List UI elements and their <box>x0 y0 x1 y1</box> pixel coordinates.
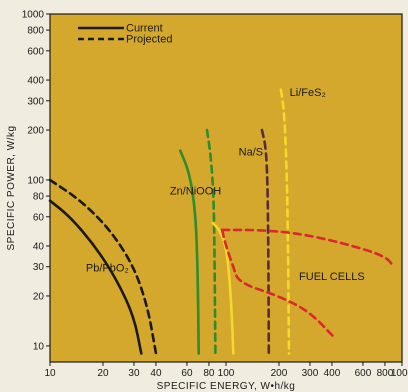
x-tick-label: 400 <box>324 368 341 379</box>
y-tick-label: 30 <box>33 262 45 273</box>
y-tick-label: 600 <box>27 46 44 57</box>
label-zn-niooh: Zn/NiOOH <box>170 185 221 197</box>
pb-pbo2-current-line <box>48 199 143 355</box>
y-tick-label: 400 <box>27 76 44 87</box>
label-fuel-cells: FUEL CELLS <box>299 271 365 283</box>
series-group: Pb/PbO₂ Zn/NiOOH Na/S Li/FeS₂ FUEL CELLS <box>48 87 396 355</box>
pb-pbo2-projected-line <box>48 178 158 355</box>
zn-niooh-variant-line <box>211 221 235 355</box>
x-tick-label: 20 <box>97 368 109 379</box>
x-tick-label: 600 <box>355 368 372 379</box>
x-tick-label: 1000 <box>391 368 408 379</box>
x-tick-label: 200 <box>271 368 288 379</box>
x-tick-label: 100 <box>218 368 235 379</box>
legend-label-projected: Projected <box>126 34 172 46</box>
li-fes2-projected-line <box>279 88 291 355</box>
na-s-projected-line <box>260 128 271 355</box>
x-tick-label: 300 <box>302 368 319 379</box>
fuel-cells-projected-line <box>220 228 337 341</box>
x-tick-label: 80 <box>203 368 215 379</box>
label-li-fes: Li/FeS₂ <box>290 87 326 99</box>
y-tick-label: 40 <box>33 242 45 253</box>
label-pb-pbo: Pb/PbO₂ <box>86 263 129 275</box>
y-tick-label: 80 <box>33 192 45 203</box>
y-tick-label: 100 <box>27 175 44 186</box>
legend-label-current: Current <box>126 23 163 35</box>
y-tick-label: 60 <box>33 212 45 223</box>
x-tick-label: 40 <box>150 368 162 379</box>
x-tick-label: 10 <box>44 368 56 379</box>
y-tick-label: 20 <box>33 291 45 302</box>
label-na-s: Na/S <box>239 147 263 159</box>
y-tick-label: 200 <box>27 126 44 137</box>
fuel-cells-projected-line <box>220 228 396 268</box>
y-tick-label: 1000 <box>22 10 45 21</box>
x-tick-label: 30 <box>128 368 140 379</box>
y-tick-label: 10 <box>33 341 45 352</box>
x-tick-label: 800 <box>377 368 394 379</box>
x-tick-label: 60 <box>181 368 193 379</box>
zn-niooh-projected-line <box>205 128 217 355</box>
zn-niooh-current-line <box>179 149 200 355</box>
x-axis-label: SPECIFIC ENERGY, W•h/kg <box>157 381 296 392</box>
y-tick-label: 300 <box>27 96 44 107</box>
y-axis-label: SPECIFIC POWER, W/kg <box>6 125 17 250</box>
y-tick-label: 800 <box>27 26 44 37</box>
plot-area <box>49 13 403 363</box>
